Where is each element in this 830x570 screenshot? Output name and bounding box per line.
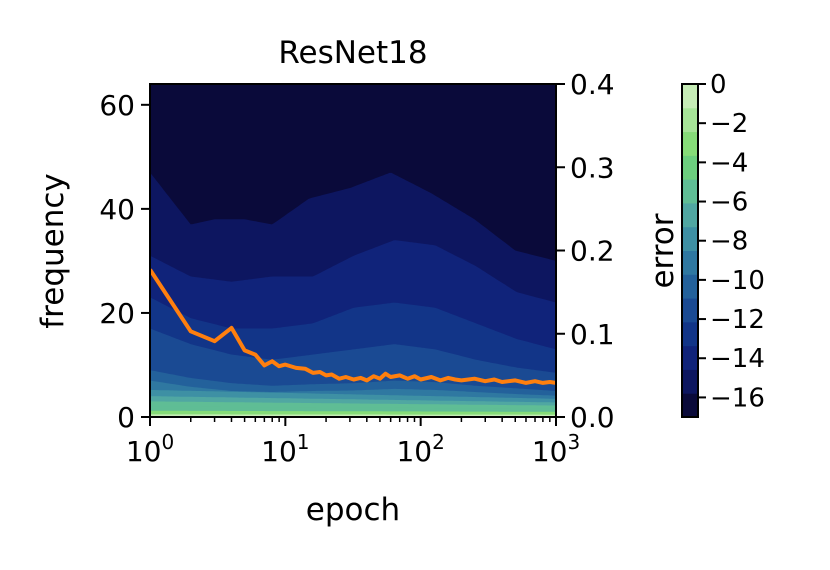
- colorbar-swatch: [682, 393, 698, 418]
- colorbar-swatch: [682, 274, 698, 299]
- colorbar-tick-label: −16: [710, 383, 765, 413]
- colorbar-axis: 0 −2 −4 −6 −8 −10 −12 −14 −16: [698, 70, 765, 413]
- colorbar-swatch: [682, 155, 698, 180]
- heatmap-contours: [150, 84, 556, 417]
- y-axis-left: 0 20 40 60: [99, 89, 150, 434]
- colorbar-tick-label: −10: [710, 266, 765, 296]
- y-tick-label: 0: [117, 401, 135, 434]
- colorbar-tick-label: −6: [710, 188, 748, 218]
- y-tick-label: 60: [99, 89, 135, 122]
- colorbar-swatch: [682, 202, 698, 228]
- colorbar-swatch: [682, 107, 698, 133]
- y2-tick-label: 0.0: [570, 401, 615, 434]
- colorbar-tick-label: −2: [710, 109, 748, 139]
- chart-title: ResNet18: [278, 35, 427, 71]
- colorbar-swatch: [682, 369, 698, 394]
- y2-tick-label: 0.1: [570, 318, 615, 351]
- colorbar-swatch: [682, 131, 698, 156]
- colorbar-swatch: [682, 84, 698, 109]
- x-tick-label: 100: [126, 430, 174, 468]
- y2-tick-label: 0.3: [570, 151, 615, 184]
- colorbar-label: error: [645, 213, 681, 288]
- colorbar-swatch: [682, 345, 698, 370]
- colorbar-swatch: [682, 179, 698, 204]
- x-tick-label: 103: [532, 430, 580, 468]
- x-axis-label: epoch: [306, 492, 400, 528]
- y-tick-label: 40: [99, 193, 135, 226]
- y2-tick-label: 0.4: [570, 68, 615, 101]
- series-layer: [150, 268, 556, 385]
- x-axis: 100 101 102 103: [126, 417, 580, 468]
- y-axis-label: frequency: [35, 173, 71, 328]
- colorbar-tick-label: −14: [710, 344, 765, 374]
- colorbar-swatch: [682, 321, 698, 347]
- colorbar-tick-label: −4: [710, 148, 748, 178]
- error-series-line: [150, 268, 556, 385]
- y-axis-right: 0.0 0.1 0.2 0.3 0.4: [556, 68, 615, 434]
- colorbar-tick-label: −12: [710, 305, 765, 335]
- x-tick-label: 102: [396, 430, 444, 468]
- y2-tick-label: 0.2: [570, 235, 615, 268]
- colorbar-frame: [681, 83, 699, 418]
- colorbar-swatch: [682, 298, 698, 323]
- colorbar-swatch: [682, 226, 698, 251]
- colorbar: [682, 84, 698, 418]
- x-tick-label: 101: [261, 430, 309, 468]
- y-tick-label: 20: [99, 297, 135, 330]
- colorbar-tick-label: 0: [710, 70, 727, 100]
- colorbar-tick-label: −8: [710, 227, 748, 257]
- colorbar-swatch: [682, 250, 698, 275]
